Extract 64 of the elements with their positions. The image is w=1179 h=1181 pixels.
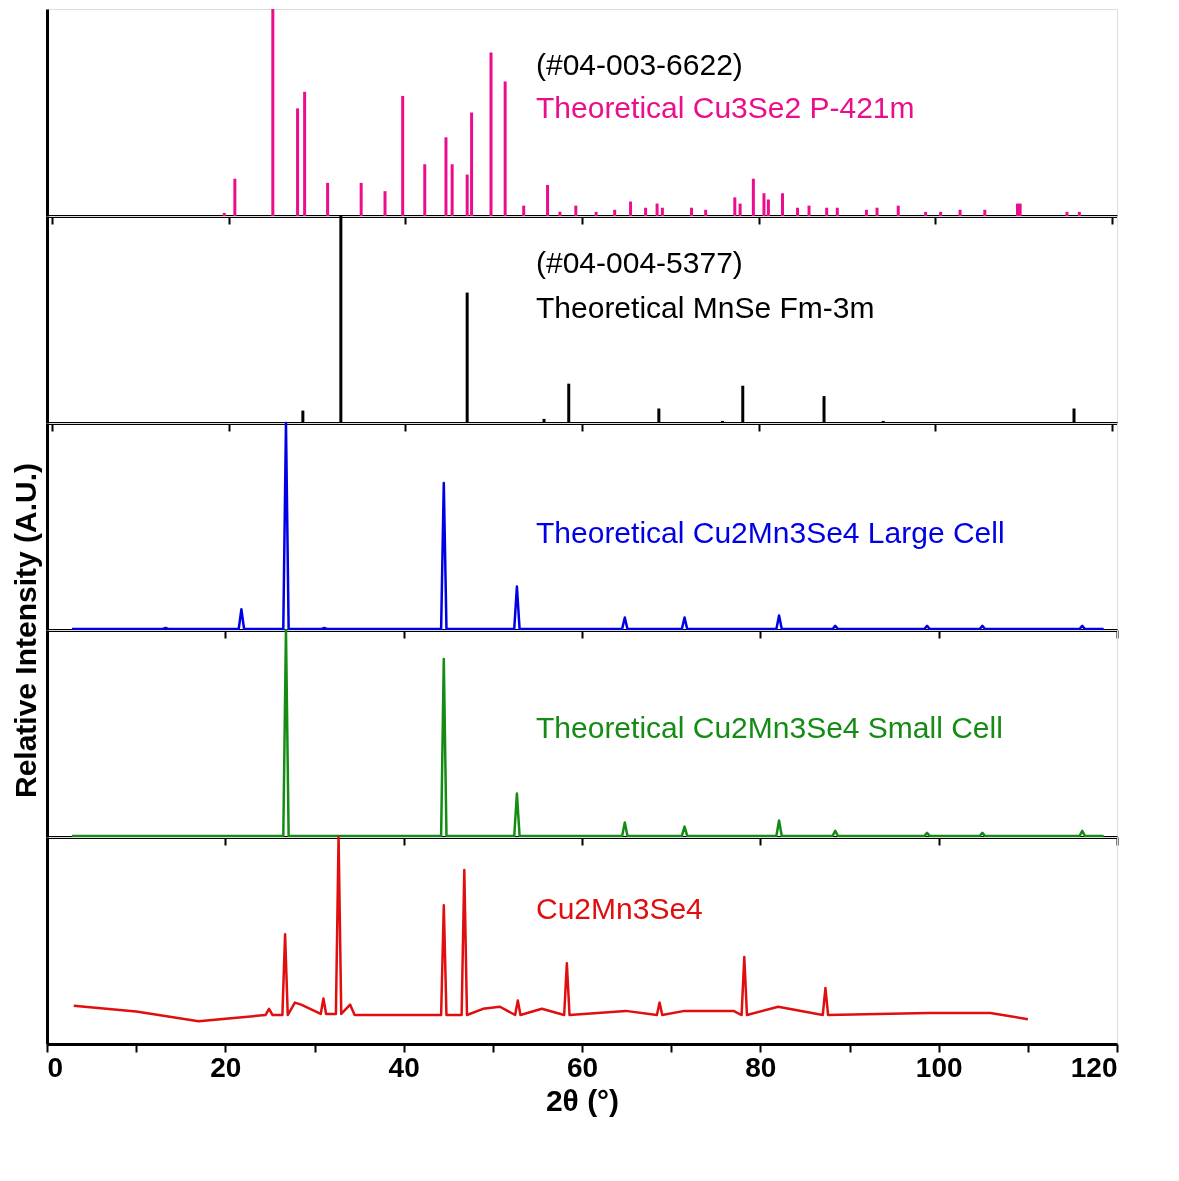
x-tick-label: 40 (388, 1051, 420, 1083)
bar (864, 209, 868, 216)
bar (766, 199, 770, 216)
x-tick-label: 80 (745, 1051, 777, 1083)
bar (546, 184, 550, 216)
bar (574, 205, 578, 216)
bar (1065, 211, 1069, 216)
bar (296, 108, 300, 216)
bar (896, 205, 900, 216)
annotation: (#04-004-5377) (536, 246, 743, 279)
x-tick-label: 0 (47, 1051, 64, 1083)
bar (875, 207, 879, 216)
bar (738, 203, 742, 216)
text: Theoretical MnSe Fm-3m (536, 291, 875, 324)
series-label: Theoretical Cu2Mn3Se4 Small Cell (536, 711, 1003, 744)
bar (660, 207, 664, 216)
bar (503, 81, 507, 216)
bar (423, 164, 427, 216)
bar (594, 211, 598, 216)
bar (450, 164, 454, 216)
bar (629, 201, 633, 216)
series-label: Theoretical Cu3Se2 P-421m (536, 91, 915, 124)
bar (222, 212, 226, 216)
x-axis-title: 2θ (°) (545, 1083, 620, 1117)
bar (704, 209, 708, 216)
annotation: (#04-003-6622) (536, 48, 743, 81)
bar (326, 182, 330, 216)
x-tick-label: 60 (566, 1051, 599, 1083)
bar (401, 95, 405, 216)
bar (983, 209, 987, 216)
bar (781, 193, 785, 216)
x-tick-label: 100 (915, 1051, 963, 1083)
bar (825, 207, 829, 216)
bar (233, 178, 237, 216)
bar (1077, 211, 1081, 216)
bar (470, 112, 474, 216)
bar (303, 91, 307, 216)
y-axis-title: Relative Intensity (A.U.) (8, 462, 42, 799)
bar (796, 207, 800, 216)
series-label: Cu2Mn3Se4 (536, 892, 703, 925)
bar (359, 182, 363, 216)
bar (807, 205, 811, 216)
bar (271, 9, 275, 216)
bar (835, 207, 839, 216)
bar (733, 197, 737, 216)
bar (690, 207, 694, 216)
bar (958, 209, 962, 216)
bar (762, 193, 766, 216)
bar (939, 211, 943, 216)
bar (522, 205, 526, 216)
bar (444, 137, 448, 216)
x-tick-label: 120 (1070, 1051, 1118, 1083)
bar (613, 209, 617, 216)
bar (655, 203, 659, 216)
x-tick-label: 20 (210, 1051, 242, 1083)
bar (489, 52, 493, 216)
bar (924, 211, 928, 216)
series-label: Theoretical Cu2Mn3Se4 Large Cell (536, 516, 1005, 549)
bar (1018, 203, 1022, 216)
bar (383, 191, 387, 216)
bar (558, 211, 562, 216)
bar (644, 207, 648, 216)
bar (1015, 203, 1019, 216)
bar (751, 178, 755, 216)
